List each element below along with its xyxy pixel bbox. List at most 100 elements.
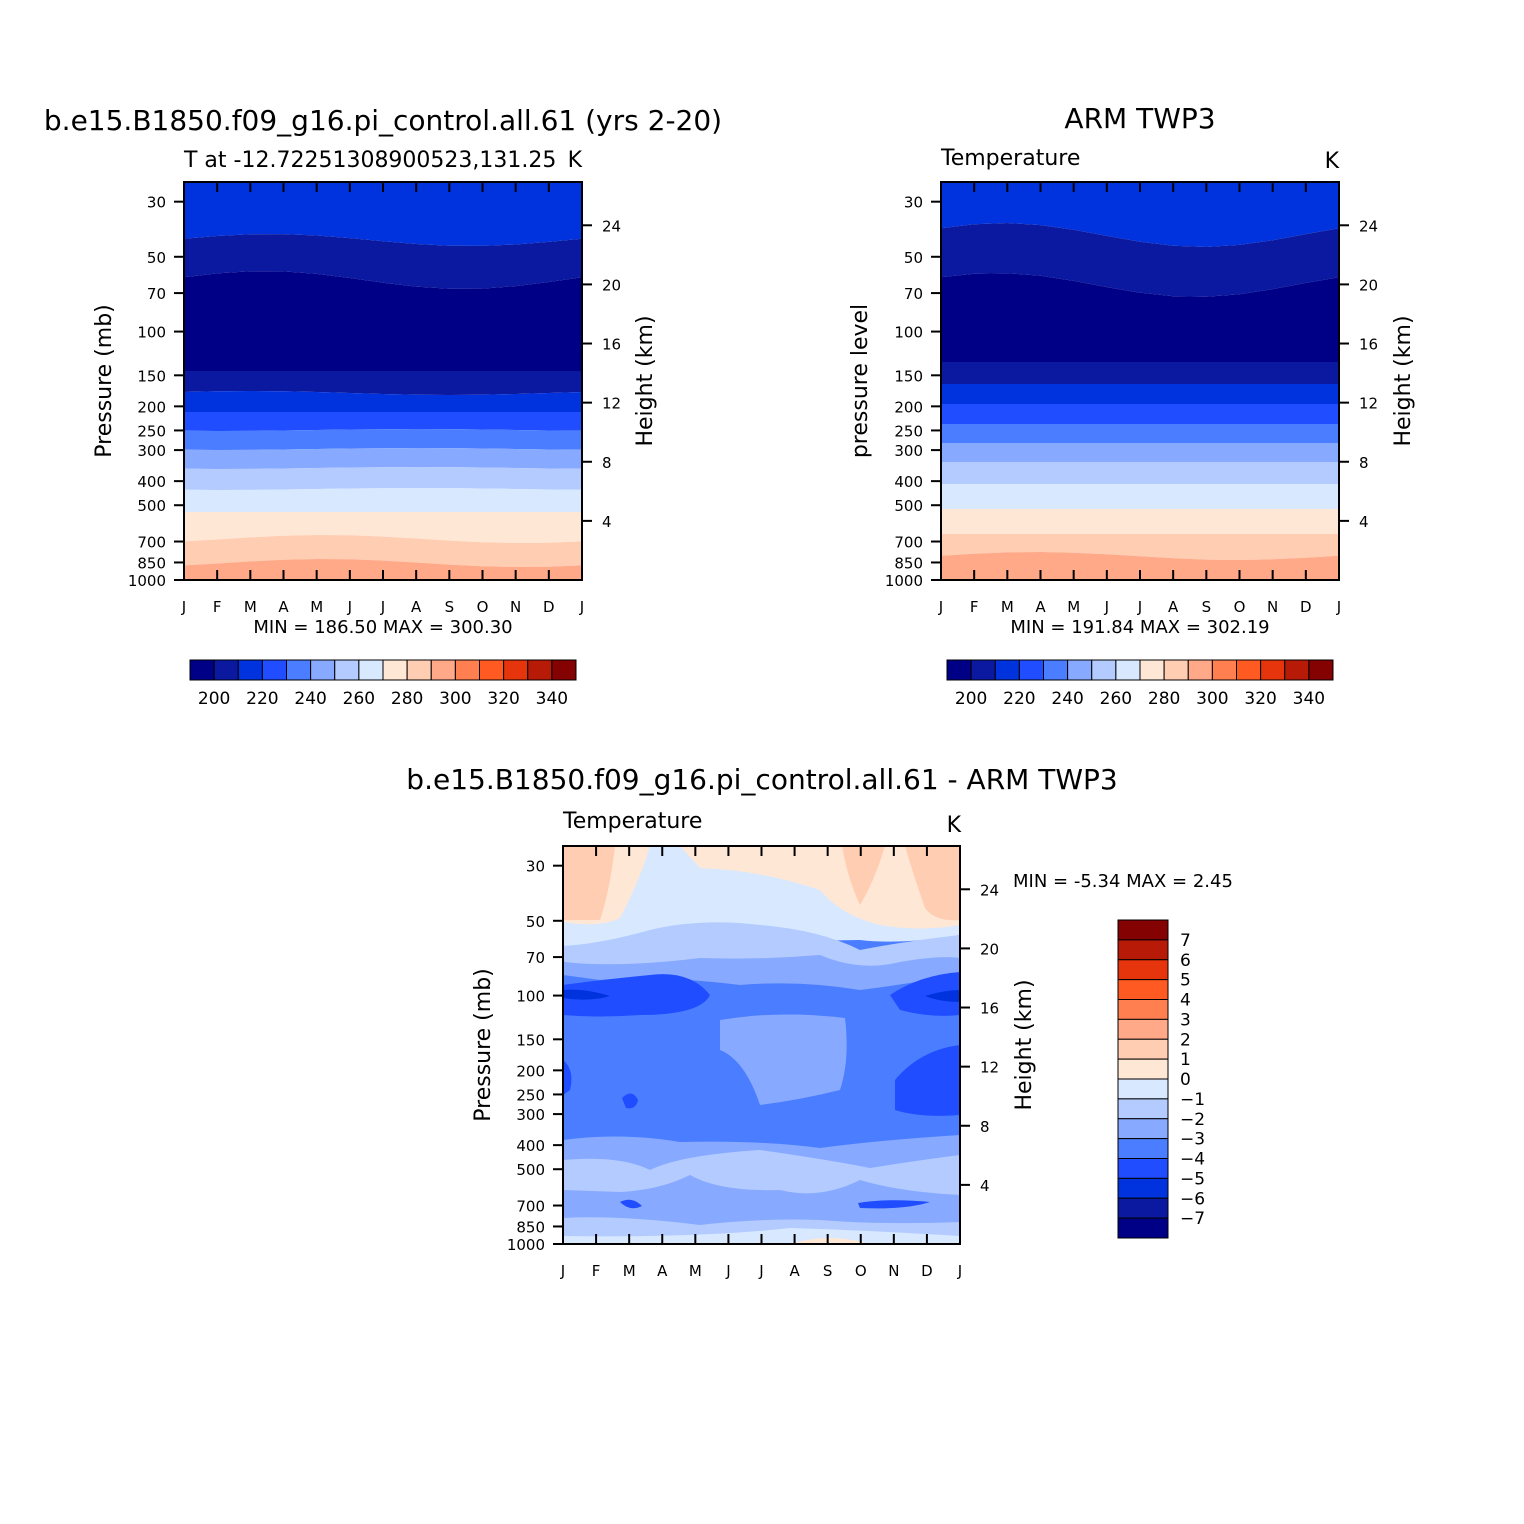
panel2-xtick-label: F bbox=[970, 598, 979, 616]
panel-difference: b.e15.B1850.f09_g16.pi_control.all.61 - … bbox=[406, 763, 1233, 1280]
panel1-colorbar-swatch bbox=[189, 659, 215, 681]
panel2-xtick-label: J bbox=[938, 598, 943, 616]
panel2-ytick-label: 700 bbox=[894, 534, 923, 552]
panel3-colorbar-swatch bbox=[1117, 939, 1169, 961]
panel2-colorbar-swatch bbox=[1187, 659, 1213, 681]
panel1-axes: J F M A M J J A S O N D J 30 50 70 100 150 200 250 300 400 500… bbox=[128, 182, 621, 616]
panel1-band bbox=[184, 535, 582, 567]
panel2-ytick-label: 500 bbox=[894, 497, 923, 515]
panel1-xtick-label: M bbox=[310, 598, 323, 616]
panel1-colorbar-label: 200 bbox=[198, 689, 230, 709]
panel2-y2tick-label: 24 bbox=[1359, 217, 1378, 235]
panel2-band bbox=[941, 223, 1339, 297]
panel3-colorbar-label: −1 bbox=[1180, 1090, 1205, 1110]
panel2-ytick-label: 150 bbox=[894, 367, 923, 385]
panel2-ytick-label: 30 bbox=[904, 194, 923, 212]
panel1-colorbar-swatch bbox=[503, 659, 529, 681]
panel2-band bbox=[941, 182, 1339, 247]
panel2-y2label: Height (km) bbox=[1391, 315, 1416, 446]
panel3-colorbar-swatch bbox=[1117, 959, 1169, 981]
diff-region-upper-warm-core-mid bbox=[842, 846, 885, 905]
panel3-y2label: Height (km) bbox=[1012, 979, 1037, 1110]
panel2-band bbox=[941, 443, 1339, 462]
diff-region-cold-core-left bbox=[563, 989, 610, 1000]
diff-region-upper-warm-core-right bbox=[905, 846, 960, 921]
panel1-band bbox=[184, 371, 582, 395]
panel1-xtick-label: J bbox=[347, 598, 352, 616]
diff-region-cold-left bbox=[563, 974, 710, 1017]
panel1-ylabel: Pressure (mb) bbox=[92, 304, 117, 458]
panel1-y2tick-label: 20 bbox=[602, 276, 621, 294]
panel1-ytick-label: 150 bbox=[137, 367, 166, 385]
panel3-y2tick-label: 4 bbox=[980, 1177, 990, 1195]
panel3-colorbar-label: 6 bbox=[1180, 951, 1191, 971]
panel3-colorbar-label: 0 bbox=[1180, 1070, 1191, 1090]
panel1-colorbar-swatch bbox=[358, 659, 384, 681]
panel1-colorbar-swatch bbox=[382, 659, 408, 681]
panel3-contour-fill bbox=[563, 846, 960, 1244]
panel3-colorbar-swatch bbox=[1117, 1078, 1169, 1100]
panel2-band bbox=[941, 273, 1339, 362]
panel3-ytick-label: 1000 bbox=[507, 1236, 545, 1254]
panel1-band bbox=[184, 412, 582, 431]
panel1-xtick-label: S bbox=[445, 598, 455, 616]
panel2-ytick-label: 100 bbox=[894, 324, 923, 342]
panel1-colorbar-swatch bbox=[237, 659, 263, 681]
panel3-colorbar-swatch bbox=[1117, 1018, 1169, 1040]
panel3-colorbar-label: 5 bbox=[1180, 971, 1191, 991]
panel3-colorbar-label: −2 bbox=[1180, 1110, 1205, 1130]
panel2-band bbox=[941, 384, 1339, 404]
panel1-ytick-label: 400 bbox=[137, 473, 166, 491]
panel3-xtick-label: M bbox=[623, 1262, 636, 1280]
panel3-xtick-label: A bbox=[657, 1262, 668, 1280]
panel1-xtick-label: D bbox=[543, 598, 555, 616]
panel3-colorbar-label: 4 bbox=[1180, 991, 1191, 1011]
panel1-xtick-label: J bbox=[181, 598, 186, 616]
panel1-xtick-label: J bbox=[579, 598, 584, 616]
panel2-xtick-label: S bbox=[1202, 598, 1212, 616]
panel3-colorbar-label: 2 bbox=[1180, 1030, 1191, 1050]
panel1-colorbar-swatch bbox=[286, 659, 312, 681]
panel3-colorbar-label: −3 bbox=[1180, 1130, 1205, 1150]
panel3-colorbar-swatch bbox=[1117, 979, 1169, 1000]
panel2-xtick-label: O bbox=[1234, 598, 1246, 616]
panel2-y2tick-label: 16 bbox=[1359, 336, 1378, 354]
panel3-colorbar-swatch bbox=[1117, 1058, 1169, 1080]
diff-region-lower-spot bbox=[620, 1199, 642, 1209]
panel2-colorbar-label: 320 bbox=[1244, 689, 1276, 709]
panel3-ytick-label: 200 bbox=[516, 1062, 545, 1080]
panel3-title: b.e15.B1850.f09_g16.pi_control.all.61 - … bbox=[406, 763, 1117, 796]
panel1-xtick-label: F bbox=[213, 598, 222, 616]
panel2-colorbar-swatch bbox=[1236, 659, 1262, 681]
panel2-colorbar: 200 220 240 260 280 300 320 340 bbox=[946, 659, 1334, 709]
panel3-axes: J F M A M J J A S O N D J 30 50 70 100 150 200 250 300 400 500… bbox=[507, 846, 999, 1280]
panel2-ytick-label: 400 bbox=[894, 473, 923, 491]
panel1-band bbox=[184, 234, 582, 289]
panel2-contour-fill bbox=[941, 182, 1339, 580]
panel1-y2tick-label: 24 bbox=[602, 217, 621, 235]
panel1-ytick-label: 100 bbox=[137, 324, 166, 342]
panel1-colorbar-swatch bbox=[213, 659, 239, 681]
panel3-colorbar-label: −6 bbox=[1180, 1189, 1205, 1209]
panel3-colorbar-swatch bbox=[1117, 1158, 1169, 1179]
panel2-xtick-label: N bbox=[1267, 598, 1278, 616]
panel1-band bbox=[184, 448, 582, 469]
panel1-xtick-label: N bbox=[510, 598, 521, 616]
panel1-xtick-label: M bbox=[244, 598, 257, 616]
panel3-colorbar-swatch bbox=[1117, 1217, 1169, 1239]
panel1-colorbar-label: 280 bbox=[391, 689, 423, 709]
panel1-title: b.e15.B1850.f09_g16.pi_control.all.61 (y… bbox=[44, 104, 722, 137]
panel1-ytick-label: 700 bbox=[137, 534, 166, 552]
diff-region-spot bbox=[622, 1093, 638, 1109]
panel3-colorbar-swatch bbox=[1117, 1098, 1169, 1120]
panel3-colorbar-swatch bbox=[1117, 1138, 1169, 1159]
panel3-colorbar-swatch bbox=[1117, 919, 1169, 941]
panel1-colorbar-label: 300 bbox=[439, 689, 471, 709]
panel2-colorbar-label: 220 bbox=[1003, 689, 1035, 709]
panel2-colorbar-label: 280 bbox=[1148, 689, 1180, 709]
panel3-xtick-label: F bbox=[592, 1262, 601, 1280]
panel3-y2tick-label: 12 bbox=[980, 1059, 999, 1077]
panel2-band bbox=[941, 484, 1339, 509]
panel1-ytick-label: 250 bbox=[137, 422, 166, 440]
